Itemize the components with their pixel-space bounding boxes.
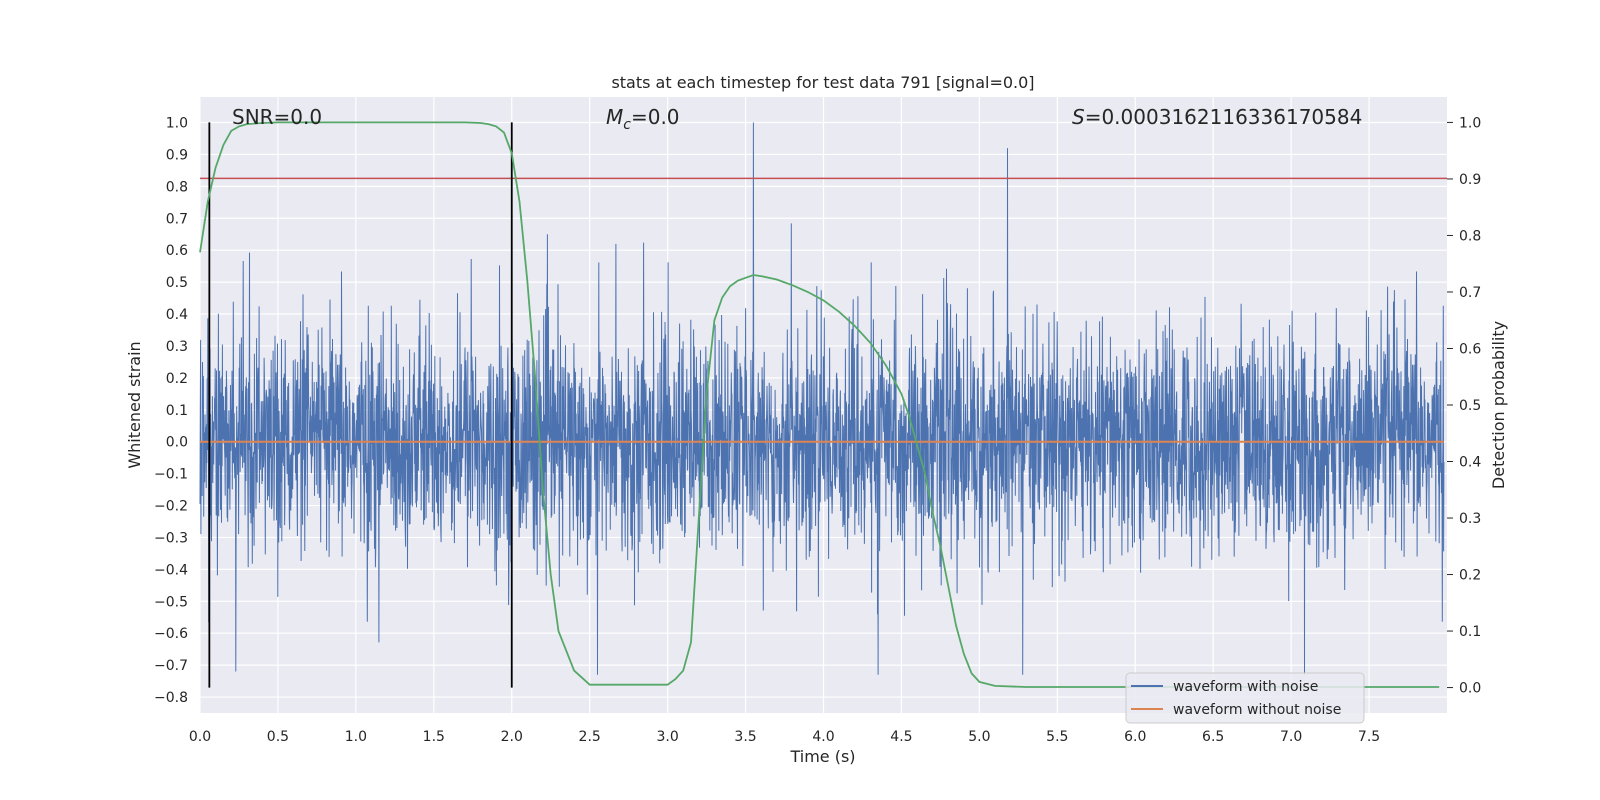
s-annotation: S=0.0003162116336170584 <box>1072 105 1362 129</box>
y2-tick-label: 0.4 <box>1459 455 1481 471</box>
y2-tick-label: 0.1 <box>1459 624 1481 640</box>
plot-area <box>199 121 1447 688</box>
y-tick-label: −0.6 <box>154 626 188 642</box>
x-tick-label: 6.5 <box>1202 729 1224 745</box>
y2-tick-label: 1.0 <box>1459 115 1481 131</box>
y2-tick-label: 0.8 <box>1459 228 1481 244</box>
series-line-detection-probability <box>199 121 1440 688</box>
legend: waveform with noise waveform without noi… <box>1125 672 1365 724</box>
y-tick-label: −0.2 <box>154 499 188 515</box>
chirp-mass-annotation: Mc=0.0 <box>606 105 680 133</box>
y-tick-label: 0.3 <box>166 339 188 355</box>
x-tick-label: 4.0 <box>812 729 834 745</box>
x-tick-label: 5.0 <box>968 729 990 745</box>
y-axis-label: Whitened strain <box>125 341 144 468</box>
legend-box <box>1125 672 1365 724</box>
x-tick-label: 2.5 <box>579 729 601 745</box>
y-tick-label: 0.6 <box>166 243 188 259</box>
y-tick-label: 0.7 <box>166 211 188 227</box>
y-tick-label: 0.2 <box>166 371 188 387</box>
y2-tick-label: 0.2 <box>1459 568 1481 584</box>
y-tick-label: 0.4 <box>166 307 188 323</box>
y-tick-label: −0.4 <box>154 562 188 578</box>
y2-tick-label: 0.9 <box>1459 172 1481 188</box>
s-symbol: S <box>1072 105 1085 129</box>
x-tick-label: 4.5 <box>890 729 912 745</box>
s-value: =0.0003162116336170584 <box>1085 105 1363 129</box>
x-tick-label: 3.0 <box>656 729 678 745</box>
y2-tick-label: 0.3 <box>1459 511 1481 527</box>
y-tick-label: −0.7 <box>154 658 188 674</box>
y-tick-label: 0.9 <box>166 147 188 163</box>
x-tick-label: 0.0 <box>189 729 211 745</box>
x-axis-label: Time (s) <box>789 747 855 766</box>
y-tick-label: 0.5 <box>166 275 188 291</box>
chart-title: stats at each timestep for test data 791… <box>611 73 1034 92</box>
y2-tick-label: 0.6 <box>1459 341 1481 357</box>
x-tick-label: 1.5 <box>423 729 445 745</box>
mc-value: =0.0 <box>631 105 680 129</box>
x-tick-label: 3.5 <box>734 729 756 745</box>
snr-annotation: SNR=0.0 <box>232 105 322 129</box>
legend-label-clean: waveform without noise <box>1173 702 1341 718</box>
x-tick-label: 5.5 <box>1046 729 1068 745</box>
y-tick-label: −0.1 <box>154 467 188 483</box>
y-tick-label: 0.0 <box>166 435 188 451</box>
y-tick-label: 1.0 <box>166 116 188 132</box>
x-tick-label: 1.0 <box>345 729 367 745</box>
y2-tick-label: 0.7 <box>1459 285 1481 301</box>
y2-axis-label: Detection probability <box>1489 321 1508 489</box>
y-tick-label: 0.8 <box>166 179 188 195</box>
y-tick-label: −0.3 <box>154 530 188 546</box>
axes: 0.0 0.5 1.0 1.5 2.0 2.5 3.0 3.5 4.0 4.5 5.0 5.5 6.0 6… <box>154 115 1481 745</box>
y2-tick-label: 0.0 <box>1459 681 1481 697</box>
x-tick-label: 0.5 <box>267 729 289 745</box>
y-tick-label: 0.1 <box>166 403 188 419</box>
series-line-waveform-with-noise <box>199 122 1445 675</box>
x-tick-label: 7.0 <box>1280 729 1302 745</box>
x-tick-label: 6.0 <box>1124 729 1146 745</box>
y-tick-label: −0.5 <box>154 594 188 610</box>
y-tick-label: −0.8 <box>154 690 188 706</box>
mc-subscript: c <box>623 117 631 133</box>
mc-symbol: M <box>606 105 623 129</box>
y2-tick-label: 0.5 <box>1459 398 1481 414</box>
legend-label-noise: waveform with noise <box>1173 679 1318 695</box>
x-tick-label: 2.0 <box>501 729 523 745</box>
x-tick-label: 7.5 <box>1358 729 1380 745</box>
